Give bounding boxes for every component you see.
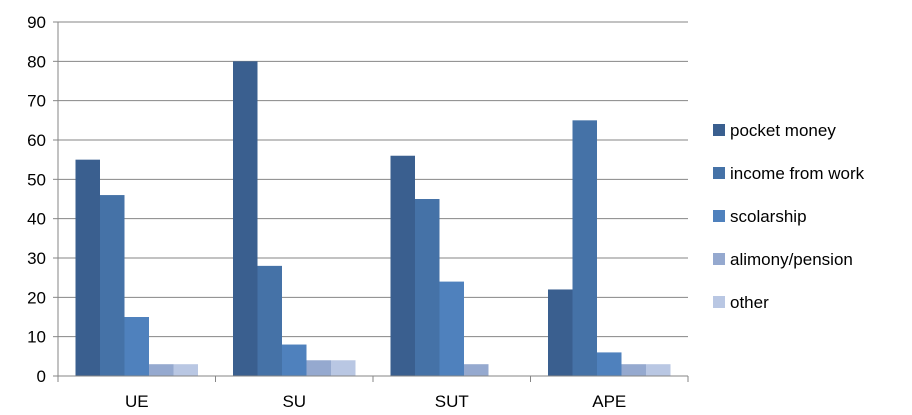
x-tick-label: SU [282, 392, 306, 411]
bar-3-2 [597, 352, 622, 376]
legend-label: pocket money [730, 121, 836, 140]
legend-swatch [713, 296, 725, 308]
legend-item: income from work [713, 164, 865, 183]
y-tick-label: 60 [27, 131, 46, 150]
legend-swatch [713, 167, 725, 179]
x-tick-label: SUT [435, 392, 469, 411]
legend-swatch [713, 253, 725, 265]
axes [53, 21, 689, 382]
bar-2-1 [415, 199, 440, 376]
legend-item: scolarship [713, 207, 807, 226]
legend-item: pocket money [713, 121, 836, 140]
bar-1-1 [257, 265, 282, 376]
y-tick-label: 50 [27, 170, 46, 189]
y-tick-label: 20 [27, 288, 46, 307]
legend-label: income from work [730, 164, 865, 183]
y-tick-label: 80 [27, 52, 46, 71]
legend-swatch [713, 124, 725, 136]
bar-0-0 [75, 159, 100, 376]
legend-label: alimony/pension [730, 250, 853, 269]
legend-item: other [713, 293, 769, 312]
legend-swatch [713, 210, 725, 222]
y-tick-label: 30 [27, 249, 46, 268]
bar-3-1 [572, 120, 597, 376]
bar-1-4 [331, 360, 356, 376]
bar-3-3 [621, 364, 646, 376]
y-tick-label: 70 [27, 92, 46, 111]
y-tick-label: 0 [37, 367, 46, 386]
legend: pocket money income from work scolarship al… [713, 121, 865, 312]
legend-item: alimony/pension [713, 250, 853, 269]
bar-1-0 [233, 61, 258, 376]
x-tick-label: UE [125, 392, 149, 411]
grid-lines [58, 21, 688, 338]
y-axis-tick-labels: 0 10 20 30 40 50 60 70 80 90 [27, 13, 46, 386]
bars [75, 61, 671, 376]
y-tick-label: 40 [27, 210, 46, 229]
bar-3-0 [548, 289, 573, 376]
bar-1-2 [282, 344, 307, 376]
bar-0-3 [149, 364, 174, 376]
bar-3-4 [646, 364, 671, 376]
bar-1-3 [306, 360, 331, 376]
y-tick-label: 10 [27, 328, 46, 347]
bar-0-1 [100, 195, 125, 376]
bar-0-4 [173, 364, 198, 376]
bar-2-2 [439, 281, 464, 376]
bar-2-3 [464, 364, 489, 376]
legend-label: scolarship [730, 207, 807, 226]
x-axis-tick-labels: UE SU SUT APE [125, 392, 626, 411]
y-tick-label: 90 [27, 13, 46, 32]
legend-label: other [730, 293, 769, 312]
x-tick-label: APE [592, 392, 626, 411]
bar-0-2 [124, 317, 149, 376]
bar-2-0 [390, 155, 415, 376]
